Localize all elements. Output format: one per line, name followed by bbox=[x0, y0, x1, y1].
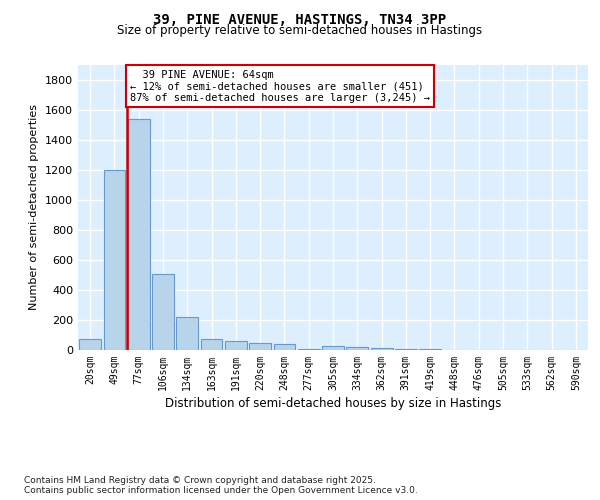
Bar bbox=[176, 317, 198, 350]
Bar bbox=[395, 348, 417, 350]
Bar bbox=[79, 339, 101, 350]
Bar bbox=[371, 348, 392, 350]
Bar bbox=[104, 170, 125, 350]
Text: Contains HM Land Registry data © Crown copyright and database right 2025.
Contai: Contains HM Land Registry data © Crown c… bbox=[24, 476, 418, 495]
Y-axis label: Number of semi-detached properties: Number of semi-detached properties bbox=[29, 104, 40, 310]
Bar bbox=[249, 342, 271, 350]
Bar bbox=[274, 344, 295, 350]
Bar bbox=[346, 347, 368, 350]
Text: 39, PINE AVENUE, HASTINGS, TN34 3PP: 39, PINE AVENUE, HASTINGS, TN34 3PP bbox=[154, 12, 446, 26]
X-axis label: Distribution of semi-detached houses by size in Hastings: Distribution of semi-detached houses by … bbox=[165, 397, 501, 410]
Bar bbox=[225, 341, 247, 350]
Bar bbox=[152, 274, 174, 350]
Bar bbox=[200, 339, 223, 350]
Text: 39 PINE AVENUE: 64sqm
← 12% of semi-detached houses are smaller (451)
87% of sem: 39 PINE AVENUE: 64sqm ← 12% of semi-deta… bbox=[130, 70, 430, 102]
Bar bbox=[298, 348, 320, 350]
Text: Size of property relative to semi-detached houses in Hastings: Size of property relative to semi-detach… bbox=[118, 24, 482, 37]
Bar bbox=[322, 346, 344, 350]
Bar bbox=[128, 119, 149, 350]
